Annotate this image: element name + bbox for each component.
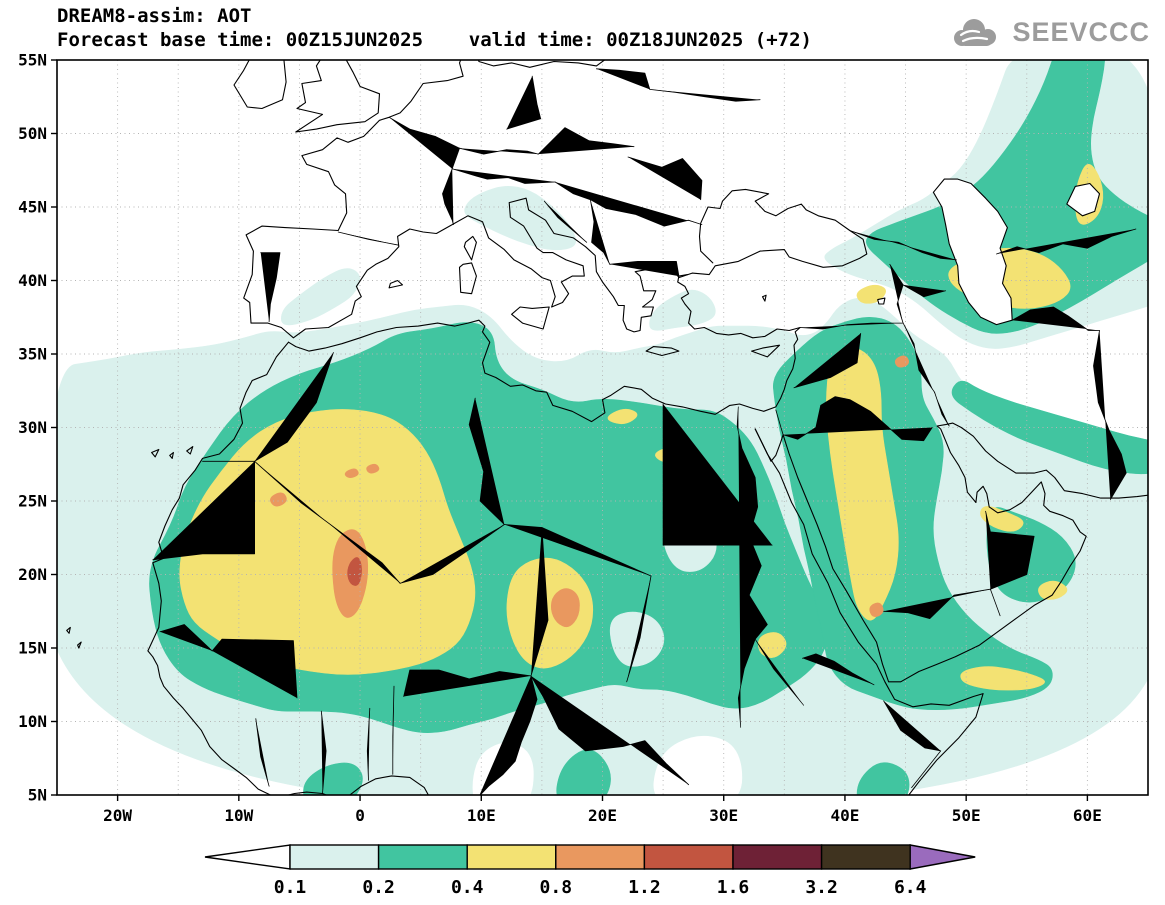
svg-text:6.4: 6.4: [894, 877, 927, 898]
svg-text:0: 0: [355, 806, 365, 825]
svg-text:10N: 10N: [18, 712, 47, 731]
svg-text:10W: 10W: [224, 806, 253, 825]
svg-text:1.2: 1.2: [628, 877, 661, 898]
axis-ticks-labels: 55N 50N 45N 40N 35N 30N 25N 20N 15N 10N 5N 20W 10W 0 1…: [18, 51, 1102, 826]
svg-text:15N: 15N: [18, 639, 47, 658]
svg-text:30E: 30E: [709, 806, 738, 825]
forecast-valid-times: Forecast base time: 00Z15JUN2025 valid t…: [57, 29, 812, 51]
svg-text:0.4: 0.4: [451, 877, 484, 898]
svg-text:40N: 40N: [18, 271, 47, 290]
svg-text:45N: 45N: [18, 198, 47, 217]
svg-text:20E: 20E: [588, 806, 617, 825]
svg-text:50N: 50N: [18, 124, 47, 143]
svg-text:0.1: 0.1: [274, 877, 307, 898]
svg-text:0.8: 0.8: [540, 877, 573, 898]
svg-text:3.2: 3.2: [805, 877, 838, 898]
cloud-icon: [954, 19, 997, 46]
svg-text:35N: 35N: [18, 345, 47, 364]
svg-text:50E: 50E: [952, 806, 981, 825]
seevccc-logo: SEEVCCC: [947, 13, 1150, 51]
coastline-border-layer: [66, 60, 1148, 795]
svg-text:60E: 60E: [1073, 806, 1102, 825]
logo-text: SEEVCCC: [1012, 16, 1150, 47]
svg-text:5N: 5N: [28, 786, 47, 805]
svg-text:10E: 10E: [467, 806, 496, 825]
page-title: DREAM8-assim: AOT: [57, 5, 252, 27]
svg-text:25N: 25N: [18, 492, 47, 511]
svg-text:20W: 20W: [103, 806, 132, 825]
svg-text:40E: 40E: [830, 806, 859, 825]
svg-text:20N: 20N: [18, 565, 47, 584]
svg-text:30N: 30N: [18, 418, 47, 437]
svg-text:55N: 55N: [18, 51, 47, 70]
svg-text:0.2: 0.2: [362, 877, 395, 898]
svg-text:1.6: 1.6: [717, 877, 750, 898]
colorbar-legend: 0.1 0.2 0.4 0.8 1.2 1.6 3.2 6.4: [204, 844, 976, 898]
